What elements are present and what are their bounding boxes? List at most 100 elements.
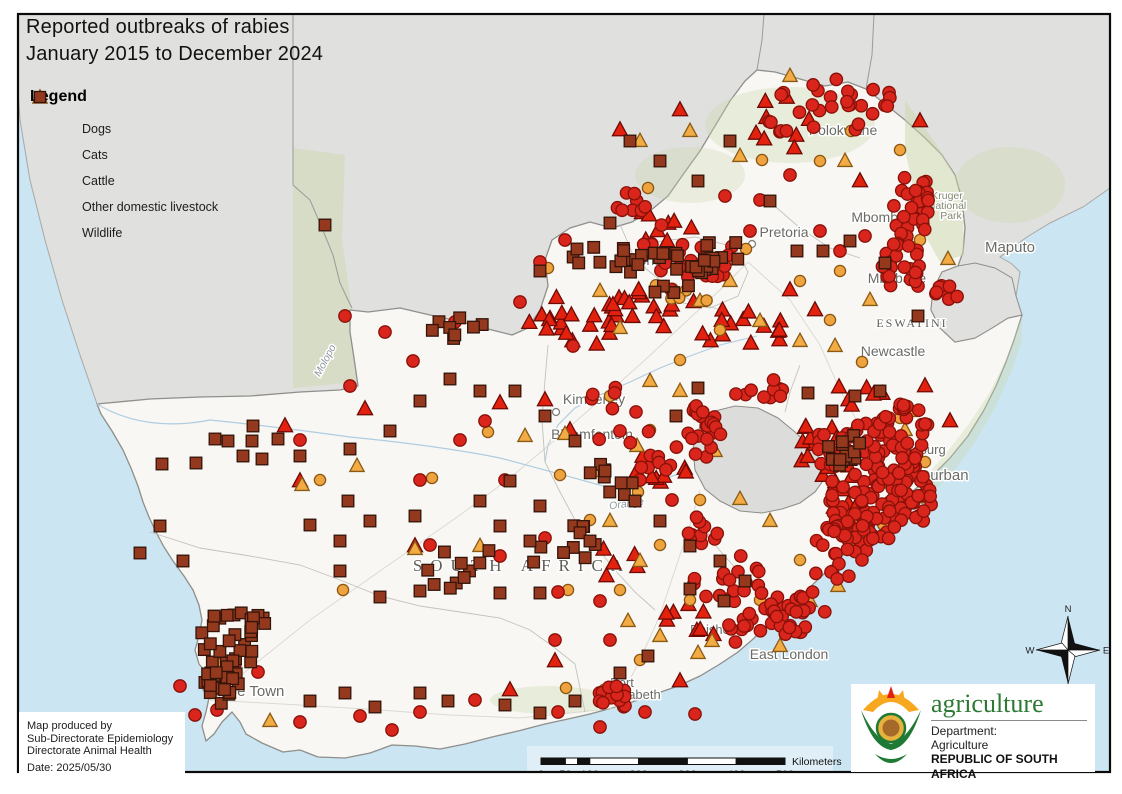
outbreak-marker-dogs	[782, 620, 797, 635]
outbreak-marker-cattle	[536, 390, 554, 407]
outbreak-marker-dogs	[766, 373, 781, 387]
outbreak-marker-wildlife	[293, 449, 307, 463]
outbreak-marker-dogs	[892, 466, 906, 480]
outbreak-marker-cattle	[520, 313, 538, 330]
outbreak-marker-dogs	[478, 414, 492, 428]
outbreak-marker-cattle	[620, 293, 638, 310]
outbreak-marker-wildlife	[482, 544, 496, 558]
outbreak-marker-dogs	[887, 199, 901, 213]
outbreak-marker-wildlife	[648, 285, 662, 299]
outbreak-marker-other_livestock	[681, 121, 699, 138]
outbreak-marker-wildlife	[220, 608, 234, 622]
outbreak-marker-dogs	[840, 542, 855, 557]
outbreak-marker-cats	[833, 264, 847, 278]
department-logo-box: agriculture Department: Agriculture REPU…	[851, 684, 1095, 781]
outbreak-marker-wildlife	[153, 519, 167, 533]
compass-label-n: N	[1065, 604, 1072, 615]
outbreak-marker-wildlife	[203, 679, 217, 692]
outbreak-marker-dogs	[840, 94, 854, 109]
outbreak-marker-wildlife	[763, 194, 777, 208]
outbreak-marker-cattle	[611, 120, 629, 137]
outbreak-marker-cats	[653, 538, 667, 552]
outbreak-marker-dogs	[607, 386, 622, 400]
outbreak-marker-cattle	[553, 303, 571, 320]
outbreak-marker-wildlife	[205, 655, 219, 669]
outbreak-marker-dogs	[406, 354, 420, 368]
outbreak-marker-cattle	[739, 302, 758, 319]
outbreak-marker-cattle	[787, 125, 805, 142]
outbreak-marker-dogs	[453, 433, 467, 447]
outbreak-marker-cattle	[547, 288, 566, 305]
legend-item-label: Cats	[82, 148, 108, 162]
outbreak-marker-dogs	[917, 222, 932, 237]
outbreak-marker-dogs	[551, 705, 565, 719]
outbreak-marker-cattle	[785, 138, 804, 155]
outbreak-marker-wildlife	[333, 534, 347, 548]
scale-tick-label: 300	[678, 769, 696, 781]
scale-tick-label: 50	[559, 769, 571, 781]
outbreak-marker-wildlife	[207, 609, 221, 623]
wildlife-symbol-icon	[33, 90, 47, 104]
outbreak-marker-cattle	[830, 377, 848, 394]
outbreak-marker-dogs	[911, 403, 926, 418]
outbreak-marker-cattle	[657, 603, 676, 620]
outbreak-marker-wildlife	[683, 582, 697, 596]
outbreak-marker-cattle	[857, 378, 876, 395]
scale-tick-label: 200	[629, 769, 647, 781]
outbreak-marker-dogs	[875, 465, 890, 480]
outbreak-marker-dogs	[378, 325, 392, 339]
outbreak-marker-wildlife	[572, 256, 586, 270]
outbreak-marker-cattle	[557, 323, 575, 340]
place-label-national: National	[928, 200, 967, 212]
outbreak-marker-dogs	[865, 106, 880, 121]
scale-tick-label: 500	[776, 769, 794, 781]
outbreak-marker-other_livestock	[689, 643, 707, 660]
outbreak-marker-cattle	[677, 462, 695, 479]
outbreak-marker-cattle	[756, 91, 774, 108]
city-dot	[551, 407, 561, 417]
outbreak-marker-other_livestock	[601, 511, 619, 528]
outbreak-marker-wildlife	[669, 409, 683, 423]
outbreak-marker-wildlife	[873, 384, 887, 398]
outbreak-marker-wildlife	[653, 514, 667, 528]
logo-dept-name: Agriculture	[931, 737, 989, 752]
outbreak-marker-wildlife	[691, 381, 705, 395]
outbreak-marker-cattle	[755, 129, 773, 146]
logo-divider	[931, 720, 1087, 721]
outbreak-marker-dogs	[468, 693, 482, 707]
outbreak-marker-wildlife	[473, 494, 487, 508]
outbreak-marker-cattle	[581, 315, 599, 332]
outbreak-marker-wildlife	[801, 386, 815, 400]
outbreak-marker-wildlife	[825, 404, 839, 418]
outbreak-marker-wildlife	[226, 672, 240, 686]
outbreak-marker-wildlife	[218, 683, 232, 697]
outbreak-marker-cats	[755, 153, 769, 167]
outbreak-marker-wildlife	[413, 394, 427, 408]
outbreak-marker-wildlife	[617, 244, 631, 258]
outbreak-marker-dogs	[603, 633, 617, 647]
outbreak-marker-wildlife	[408, 509, 422, 523]
outbreak-marker-other_livestock	[611, 318, 629, 335]
outbreak-marker-wildlife	[333, 564, 347, 578]
scale-bar-segment	[589, 757, 640, 765]
outbreak-marker-dogs	[792, 105, 807, 120]
outbreak-marker-dogs	[665, 493, 679, 507]
outbreak-marker-dogs	[829, 72, 844, 87]
outbreak-marker-dogs	[413, 473, 427, 487]
outbreak-marker-dogs	[923, 489, 938, 504]
outbreak-marker-cattle	[916, 376, 934, 393]
outbreak-marker-wildlife	[368, 700, 382, 714]
outbreak-marker-cats	[641, 181, 655, 195]
outbreak-marker-dogs	[293, 715, 307, 729]
outbreak-marker-wildlife	[413, 686, 427, 700]
outbreak-marker-dogs	[338, 309, 352, 323]
outbreak-marker-other_livestock	[641, 371, 659, 388]
outbreak-marker-other_livestock	[591, 281, 609, 298]
outbreak-marker-dogs	[713, 427, 728, 442]
outbreak-marker-dogs	[783, 168, 797, 182]
outbreak-marker-wildlife	[245, 644, 259, 658]
compass-label-w: W	[1026, 646, 1035, 657]
outbreak-marker-wildlife	[533, 586, 547, 600]
outbreak-marker-wildlife	[816, 244, 830, 258]
outbreak-marker-dogs	[188, 708, 202, 722]
